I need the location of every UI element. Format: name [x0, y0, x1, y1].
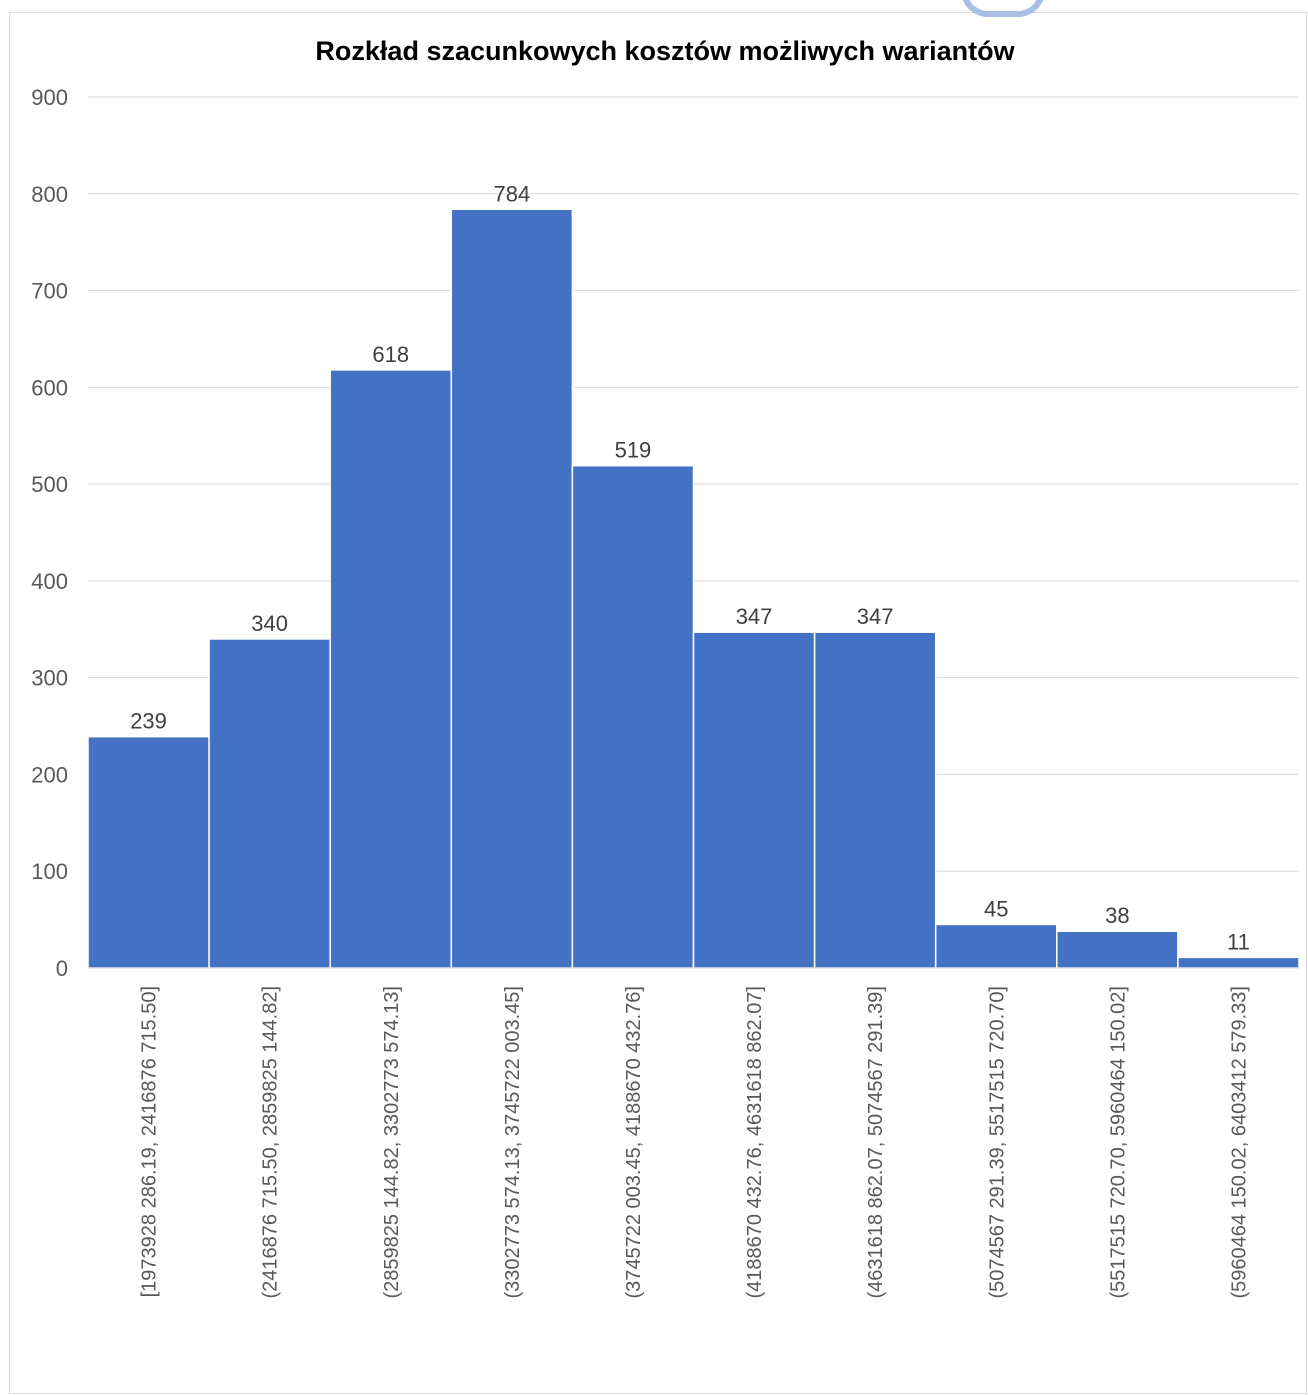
data-label: 519: [615, 438, 652, 463]
data-label: 45: [984, 896, 1008, 921]
y-tick-label: 600: [31, 375, 68, 400]
data-label: 347: [736, 604, 773, 629]
y-tick-label: 700: [31, 279, 68, 304]
bar: [571, 464, 695, 969]
bar: [87, 735, 210, 969]
y-tick-label: 500: [31, 472, 68, 497]
x-tick-label: (3745722 003.45, 4188670 432.76]: [623, 986, 645, 1299]
y-axis: 0 100 200 300 400 500 600 700 800 900: [31, 85, 68, 981]
bar: [934, 923, 1058, 969]
y-tick-label: 900: [31, 85, 68, 110]
x-tick-label: (2859825 144.82, 3302773 574.13]: [381, 986, 403, 1299]
data-labels: 239 340 618 784 519 347 347 45 38 11: [130, 181, 1250, 954]
bars: [87, 208, 1300, 969]
bar: [1056, 930, 1179, 969]
y-tick-label: 200: [31, 762, 68, 787]
bar: [329, 369, 453, 969]
x-tick-label: (5517515 720.70, 5960464 150.02]: [1107, 986, 1129, 1299]
x-tick-label: (4188670 432.76, 4631618 862.07]: [744, 986, 766, 1299]
data-label: 784: [493, 181, 530, 206]
bar: [208, 638, 331, 969]
data-label: 340: [251, 611, 288, 636]
x-tick-label: (4631618 862.07, 5074567 291.39]: [865, 986, 887, 1299]
data-label: 38: [1105, 903, 1129, 928]
y-tick-label: 800: [31, 182, 68, 207]
bar: [692, 631, 816, 969]
x-tick-label: (5960464 150.02, 6403412 579.33]: [1228, 986, 1250, 1299]
y-tick-label: 0: [56, 956, 68, 981]
bar: [1177, 956, 1300, 969]
data-label: 11: [1227, 929, 1250, 954]
x-tick-label: [1973928 286.19, 2416876 715.50]: [139, 986, 161, 1297]
x-axis: [1973928 286.19, 2416876 715.50] (2416876…: [139, 986, 1251, 1299]
x-tick-label: (2416876 715.50, 2859825 144.82]: [260, 986, 282, 1299]
data-label: 618: [372, 342, 409, 367]
data-label: 239: [130, 709, 167, 734]
y-tick-label: 300: [31, 666, 68, 691]
data-label: 347: [857, 604, 894, 629]
y-tick-label: 400: [31, 569, 68, 594]
x-tick-label: (5074567 291.39, 5517515 720.70]: [986, 986, 1008, 1299]
y-tick-label: 100: [31, 859, 68, 884]
bar: [813, 631, 937, 969]
x-tick-label: (3302773 574.13, 3745722 003.45]: [502, 986, 524, 1299]
bar: [450, 208, 574, 969]
chart-title: Rozkład szacunkowych kosztów możliwych w…: [315, 36, 1015, 66]
